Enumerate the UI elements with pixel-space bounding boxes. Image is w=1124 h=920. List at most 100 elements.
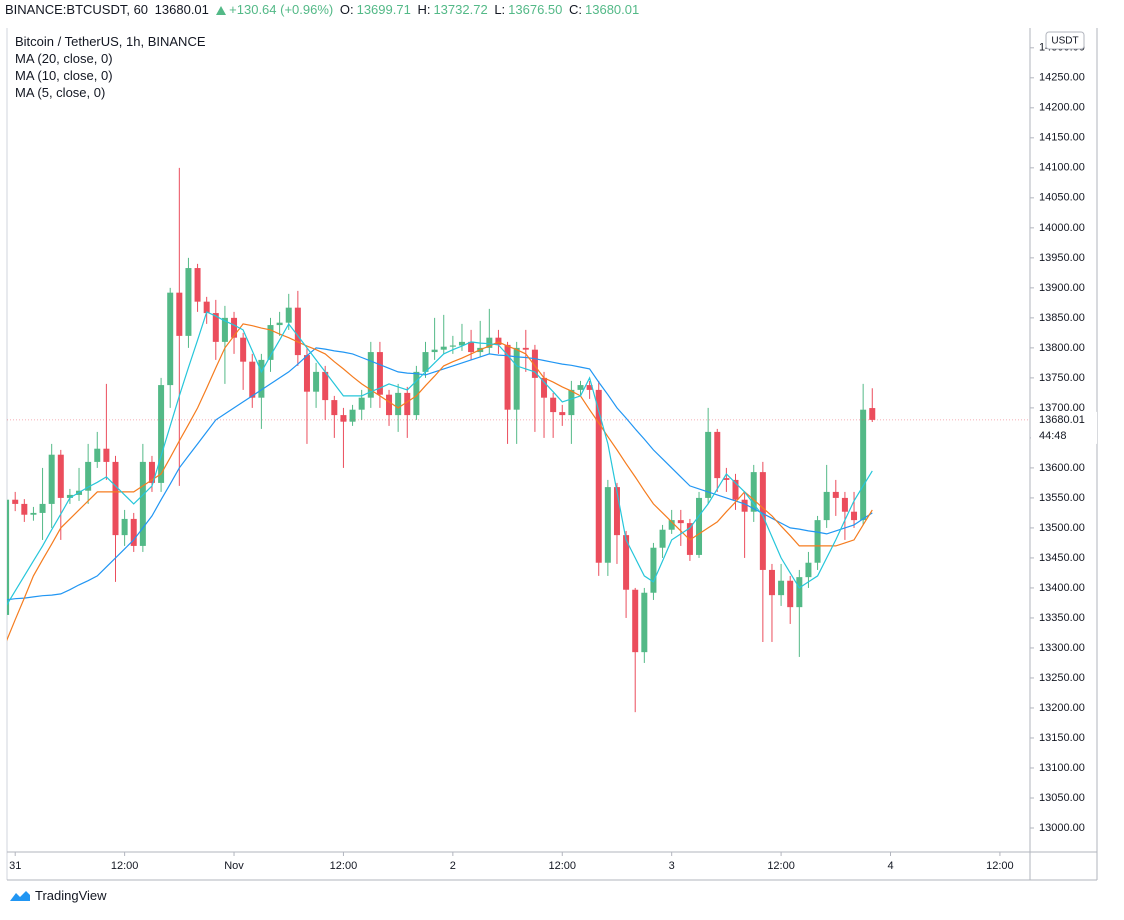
legend: Bitcoin / TetherUS, 1h, BINANCE MA (20, … bbox=[15, 33, 206, 101]
y-tick-label: 13250.00 bbox=[1039, 672, 1085, 684]
candle-body bbox=[148, 461, 155, 483]
chart-title: Bitcoin / TetherUS, 1h, BINANCE bbox=[15, 34, 206, 49]
y-tick-label: 14150.00 bbox=[1039, 132, 1085, 144]
brand-logo bbox=[10, 890, 30, 901]
ma-line bbox=[7, 347, 873, 601]
candle-body bbox=[860, 409, 867, 521]
candle-body bbox=[158, 385, 165, 483]
candle-body bbox=[650, 547, 657, 593]
candle-body bbox=[121, 518, 128, 536]
candle-body bbox=[285, 307, 292, 323]
candle-body bbox=[48, 454, 55, 504]
legend-entry: MA (5, close, 0) bbox=[15, 85, 106, 100]
candle-body bbox=[185, 268, 192, 336]
x-tick-label: 3 bbox=[669, 860, 675, 872]
x-tick-label: 12:00 bbox=[330, 860, 358, 872]
y-tick-label: 13550.00 bbox=[1039, 492, 1085, 504]
close-label: C: bbox=[569, 2, 583, 17]
open-label: O: bbox=[339, 2, 354, 17]
candle-body bbox=[39, 503, 46, 513]
close-value: 13680.01 bbox=[585, 2, 640, 17]
y-tick-label: 13950.00 bbox=[1039, 252, 1085, 264]
low-label: L: bbox=[494, 2, 506, 17]
candle-body bbox=[750, 472, 757, 512]
y-tick-label: 13100.00 bbox=[1039, 762, 1085, 774]
candle-body bbox=[176, 292, 183, 336]
y-tick-label: 13450.00 bbox=[1039, 552, 1085, 564]
candle-body bbox=[294, 307, 301, 356]
candle-body bbox=[139, 461, 146, 546]
y-tick-label: 13350.00 bbox=[1039, 612, 1085, 624]
open-value: 13699.71 bbox=[356, 2, 411, 17]
chart: 13000.00 13050.00 13100.00 13150.00 13200.00… bbox=[6, 28, 1098, 881]
candle-body bbox=[431, 349, 438, 353]
y-tick-label: 13850.00 bbox=[1039, 312, 1085, 324]
candle-body bbox=[869, 408, 876, 420]
high-value: 13732.72 bbox=[433, 2, 488, 17]
candle-body bbox=[194, 268, 201, 302]
y-tick-label: 13200.00 bbox=[1039, 702, 1085, 714]
candle-body bbox=[468, 341, 475, 353]
y-tick-label: 14200.00 bbox=[1039, 102, 1085, 114]
candle-body bbox=[832, 491, 839, 498]
candle-body bbox=[741, 499, 748, 512]
y-tick-label: 13600.00 bbox=[1039, 462, 1085, 474]
candle-body bbox=[276, 322, 283, 326]
candle-body bbox=[94, 448, 101, 462]
candle-body bbox=[130, 518, 137, 546]
y-tick-label: 13700.00 bbox=[1039, 402, 1085, 414]
y-tick-label: 14000.00 bbox=[1039, 222, 1085, 234]
candle-body bbox=[677, 520, 684, 524]
candle-body bbox=[57, 454, 64, 498]
x-tick-label: 12:00 bbox=[111, 860, 139, 872]
candle-body bbox=[103, 448, 110, 462]
x-tick-label: 12:00 bbox=[986, 860, 1014, 872]
candle-body bbox=[349, 409, 356, 422]
candle-body bbox=[358, 397, 365, 410]
candle-body bbox=[203, 301, 210, 314]
high-label: H: bbox=[417, 2, 431, 17]
plot-area bbox=[7, 167, 1030, 713]
y-tick-label: 13800.00 bbox=[1039, 342, 1085, 354]
candle-body bbox=[559, 412, 566, 416]
candle-body bbox=[513, 347, 520, 410]
y-tick-label: 13050.00 bbox=[1039, 792, 1085, 804]
candle-body bbox=[458, 341, 465, 346]
candle-body bbox=[632, 589, 639, 653]
candle-body bbox=[12, 499, 19, 504]
last-price-tag bbox=[1031, 411, 1097, 444]
candle-body bbox=[331, 400, 338, 416]
brand-name: TradingView bbox=[35, 888, 107, 903]
countdown-label: 44:48 bbox=[1039, 430, 1067, 442]
candle-body bbox=[723, 478, 730, 480]
x-tick-label: 4 bbox=[887, 860, 893, 872]
candle-body bbox=[7, 499, 10, 615]
low-value: 13676.50 bbox=[508, 2, 563, 17]
candle-body bbox=[577, 385, 584, 390]
candle-body bbox=[221, 317, 228, 342]
candle-body bbox=[85, 461, 92, 491]
candle-body bbox=[395, 392, 402, 416]
candle-body bbox=[641, 592, 648, 653]
candle-body bbox=[586, 385, 593, 390]
x-tick-label: 12:00 bbox=[767, 860, 795, 872]
candle-body bbox=[167, 292, 174, 386]
candle-body bbox=[787, 580, 794, 608]
candle-body bbox=[440, 346, 447, 350]
candle-body bbox=[413, 371, 420, 416]
y-tick-label: 13000.00 bbox=[1039, 822, 1085, 834]
y-tick-label: 14100.00 bbox=[1039, 162, 1085, 174]
candle-body bbox=[814, 520, 821, 563]
candle-body bbox=[486, 337, 493, 348]
candle-body bbox=[604, 487, 611, 563]
candle-body bbox=[303, 355, 310, 392]
candle-body bbox=[696, 497, 703, 555]
candle-body bbox=[386, 394, 393, 416]
candle-body bbox=[313, 371, 320, 392]
candle-body bbox=[212, 313, 219, 342]
last-price-label: 13680.01 bbox=[1039, 414, 1085, 426]
candle-body bbox=[240, 337, 247, 362]
candle-body bbox=[805, 562, 812, 578]
candle-body bbox=[322, 371, 329, 401]
